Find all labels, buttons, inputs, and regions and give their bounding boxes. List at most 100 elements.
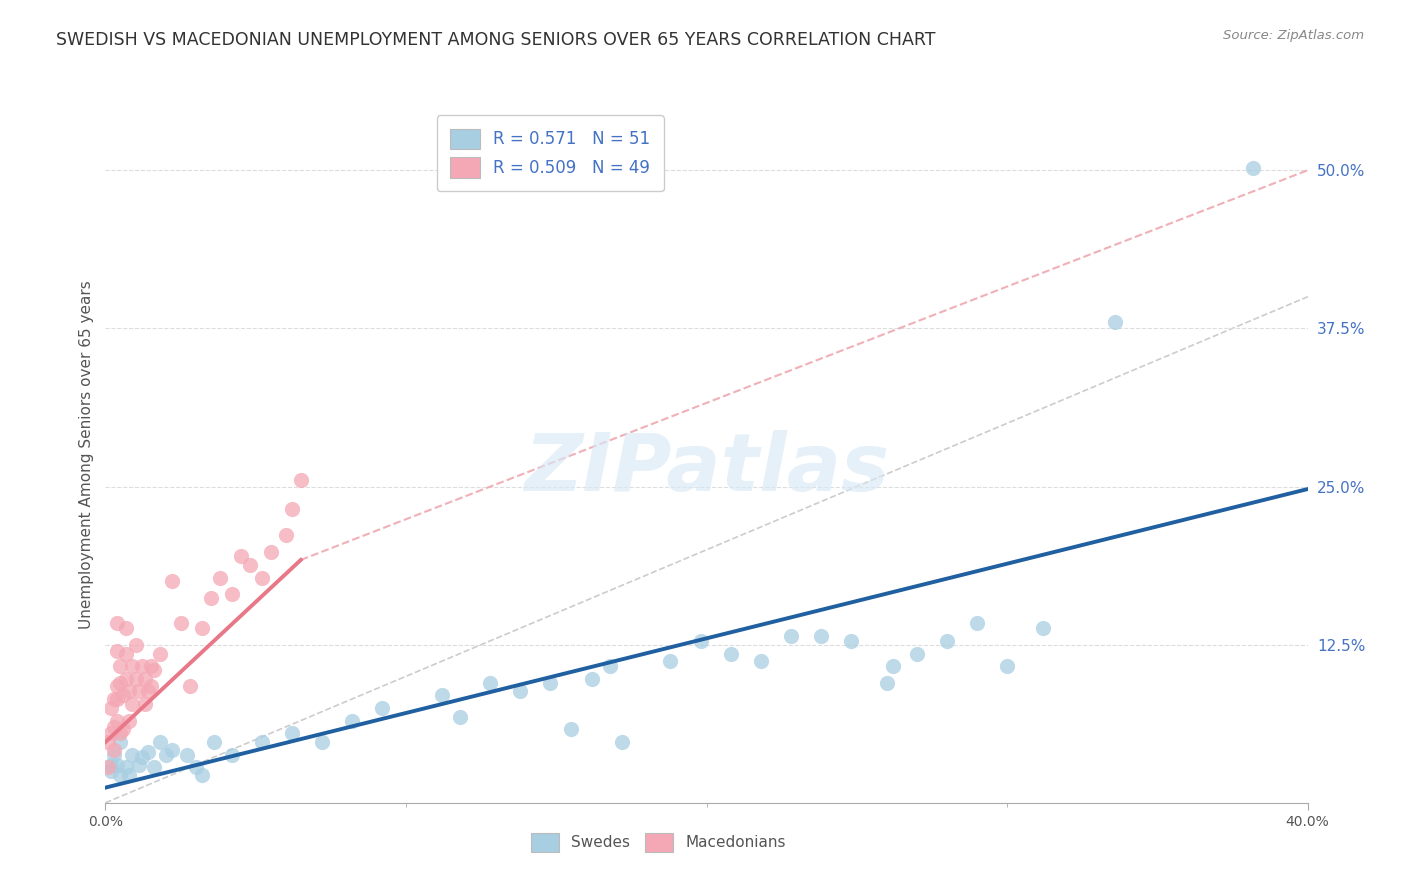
Point [97, 760, 120, 774]
Point [581, 672, 603, 686]
Point [107, 757, 129, 772]
Point [115, 760, 138, 774]
Point [749, 654, 772, 668]
Point [371, 701, 394, 715]
Point [100, 764, 122, 779]
Text: SWEDISH VS MACEDONIAN UNEMPLOYMENT AMONG SENIORS OVER 65 YEARS CORRELATION CHART: SWEDISH VS MACEDONIAN UNEMPLOYMENT AMONG… [56, 31, 936, 49]
Legend: Swedes, Macedonians: Swedes, Macedonians [526, 827, 792, 858]
Point [115, 621, 138, 635]
Point [905, 647, 928, 661]
Point [720, 647, 742, 661]
Point [290, 473, 312, 487]
Point [340, 714, 363, 728]
Point [995, 659, 1018, 673]
Point [107, 616, 129, 631]
Point [779, 629, 801, 643]
Point [430, 688, 453, 702]
Point [131, 659, 153, 673]
Point [124, 672, 146, 686]
Point [221, 747, 243, 762]
Point [281, 726, 304, 740]
Point [121, 659, 143, 673]
Point [128, 684, 150, 698]
Point [134, 697, 156, 711]
Point [239, 558, 262, 572]
Point [112, 688, 135, 702]
Point [136, 745, 159, 759]
Point [250, 571, 273, 585]
Point [169, 616, 191, 631]
Point [139, 680, 162, 694]
Point [136, 684, 159, 698]
Point [612, 735, 634, 749]
Point [107, 644, 129, 658]
Point [155, 747, 177, 762]
Point [103, 692, 125, 706]
Point [148, 647, 170, 661]
Point [124, 638, 146, 652]
Point [560, 723, 582, 737]
Point [311, 735, 333, 749]
Point [176, 747, 198, 762]
Point [160, 574, 183, 589]
Point [202, 735, 225, 749]
Point [250, 735, 273, 749]
Point [107, 680, 129, 694]
Point [103, 742, 125, 756]
Point [110, 768, 132, 782]
Point [966, 616, 988, 631]
Point [100, 726, 122, 740]
Point [538, 675, 561, 690]
Point [509, 684, 531, 698]
Point [110, 735, 132, 749]
Text: Source: ZipAtlas.com: Source: ZipAtlas.com [1223, 29, 1364, 42]
Point [107, 714, 129, 728]
Point [121, 697, 143, 711]
Point [97, 735, 120, 749]
Point [118, 714, 141, 728]
Y-axis label: Unemployment Among Seniors over 65 years: Unemployment Among Seniors over 65 years [79, 281, 94, 629]
Point [229, 549, 252, 563]
Point [107, 692, 129, 706]
Point [839, 633, 862, 648]
Point [121, 747, 143, 762]
Point [148, 735, 170, 749]
Point [1032, 621, 1054, 635]
Point [160, 742, 183, 756]
Point [274, 527, 297, 541]
Point [115, 672, 138, 686]
Point [110, 675, 132, 690]
Point [190, 621, 212, 635]
Point [936, 633, 959, 648]
Point [810, 629, 832, 643]
Point [190, 768, 212, 782]
Point [128, 757, 150, 772]
Point [200, 591, 222, 605]
Point [221, 587, 243, 601]
Point [134, 672, 156, 686]
Point [118, 768, 141, 782]
Point [599, 659, 621, 673]
Point [110, 659, 132, 673]
Point [100, 757, 122, 772]
Point [184, 760, 207, 774]
Point [208, 571, 231, 585]
Point [659, 654, 682, 668]
Point [131, 750, 153, 764]
Point [1243, 161, 1265, 175]
Point [142, 663, 165, 677]
Point [142, 760, 165, 774]
Point [139, 659, 162, 673]
Point [260, 545, 283, 559]
Point [689, 633, 711, 648]
Text: ZIPatlas: ZIPatlas [524, 430, 889, 508]
Point [118, 684, 141, 698]
Point [110, 726, 132, 740]
Point [449, 710, 471, 724]
Point [115, 647, 138, 661]
Point [103, 720, 125, 734]
Point [179, 680, 201, 694]
Point [281, 502, 304, 516]
Point [882, 659, 904, 673]
Point [103, 747, 125, 762]
